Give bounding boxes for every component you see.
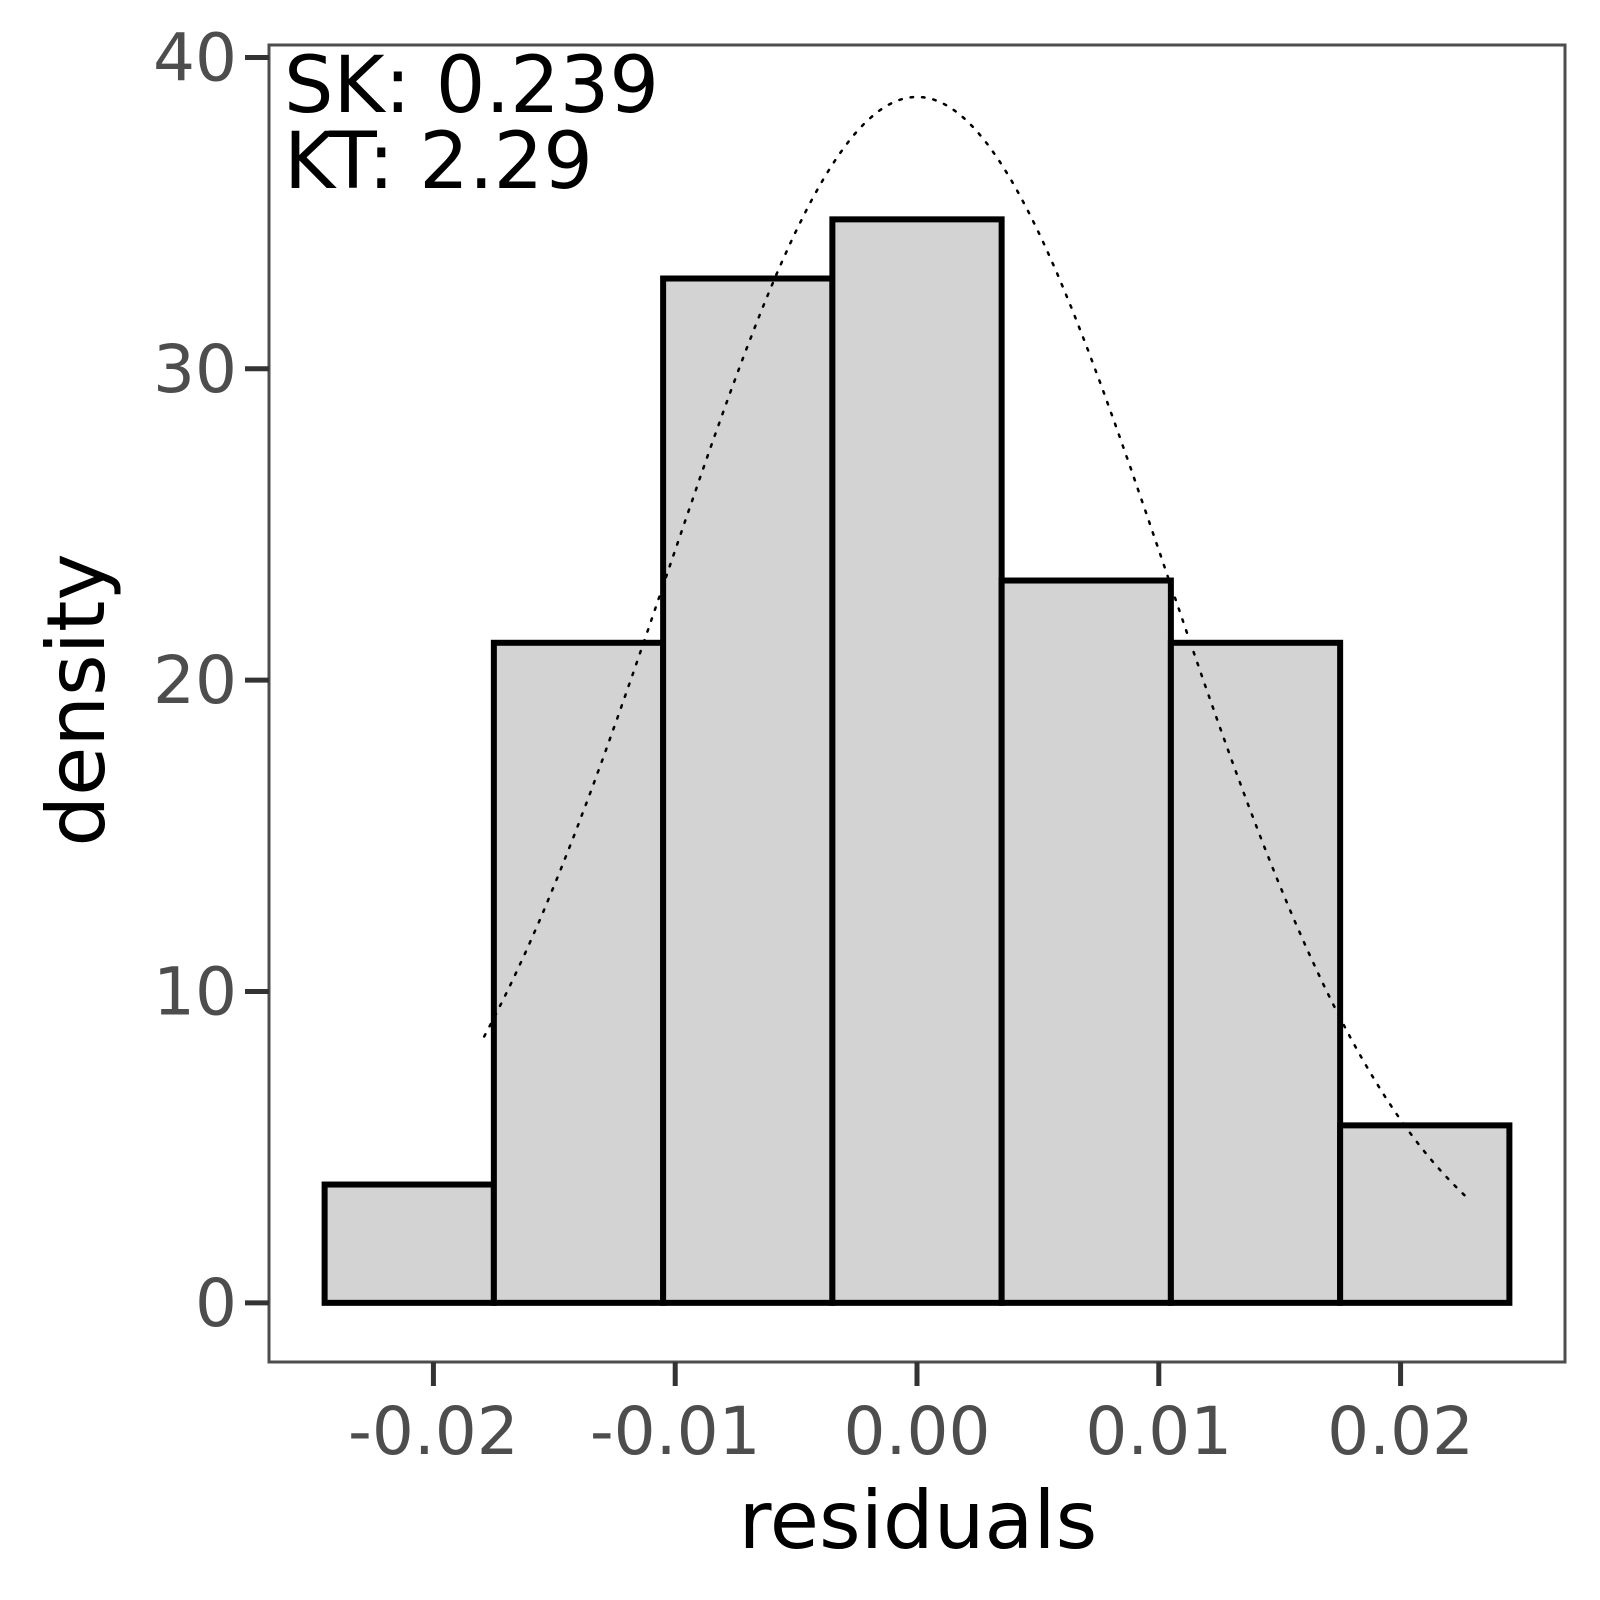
x-tick-label: 0.02 — [1327, 1393, 1474, 1470]
x-axis-title: residuals — [739, 1474, 1098, 1567]
normal-density-curve — [482, 95, 1472, 1203]
y-axis-title: density — [30, 553, 123, 846]
x-tick-label: 0.00 — [844, 1393, 991, 1470]
x-tick-label: -0.02 — [348, 1393, 519, 1470]
histogram-bar-5 — [998, 577, 1174, 1306]
y-tick-label: 20 — [153, 642, 237, 719]
y-tick-label: 40 — [153, 19, 237, 96]
skewness-annotation: SK: 0.239 — [284, 41, 659, 131]
kurtosis-annotation: KT: 2.29 — [284, 117, 593, 207]
histogram-bar-3 — [660, 275, 836, 1306]
histogram-bar-1 — [321, 1181, 497, 1306]
x-tick-label: -0.01 — [590, 1393, 761, 1470]
histogram-bar-6 — [1167, 639, 1344, 1306]
x-tick-label: 0.01 — [1085, 1393, 1232, 1470]
histogram-bar-2 — [490, 639, 667, 1306]
histogram-bar-7 — [1337, 1122, 1513, 1306]
x-axis: -0.02 -0.01 0.00 0.01 0.02 — [348, 1362, 1474, 1470]
y-axis: 0 10 20 30 40 — [153, 19, 269, 1342]
histogram-bars — [321, 216, 1513, 1306]
normal-curve-layer — [482, 95, 1472, 1203]
y-tick-label: 10 — [153, 953, 237, 1030]
histogram-bar-4 — [829, 216, 1005, 1306]
y-tick-label: 0 — [195, 1265, 237, 1342]
y-tick-label: 30 — [153, 331, 237, 408]
